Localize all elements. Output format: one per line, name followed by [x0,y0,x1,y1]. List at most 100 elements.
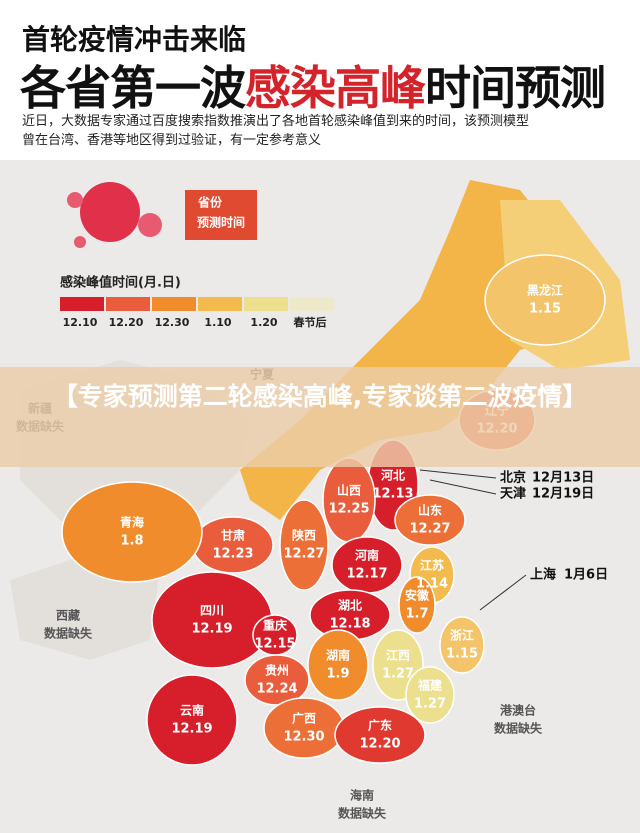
province-date: 12.15 [254,637,295,652]
legend-label: 12.10 [63,316,98,329]
province [334,706,426,764]
province-date: 12.19 [191,622,232,637]
province [263,697,345,759]
legend-swatch [198,297,242,311]
key-label: 预测时间 [197,215,245,230]
legend-swatch [60,297,104,311]
province-name: 陕西 [292,528,316,543]
province-name: 河南 [354,548,379,563]
province [322,457,376,543]
province [146,674,238,766]
province [331,536,403,594]
subtitle-part: 时间预测 [425,61,606,115]
legend: 12.10 12.20 12.30 1.10 1.20 春节后 [60,297,334,329]
province-name: 广东 [368,718,392,733]
key-label: 省份 [197,195,223,210]
description: 近日，大数据专家通过百度搜索指数推演出了各地首轮感染峰值到来的时间，该预测模型曾… [22,112,529,150]
province-name: 四川 [200,604,224,618]
province [151,571,273,669]
callout-date: 1月6日 [564,568,608,583]
province-date: 1.8 [120,534,143,549]
callout-city: 天津 [500,486,526,502]
callout-line [479,574,527,611]
province-name: 安徽 [405,588,430,603]
province [394,494,466,546]
missing-note: 数据缺失 [44,626,93,641]
virus-icon [67,182,162,248]
province-name: 福建 [417,678,443,693]
description-line: 曾在台湾、香港等地区得到过验证，有一定参考意义 [22,133,322,148]
province [439,616,485,674]
province-name: 云南 [180,703,204,718]
province [484,254,606,346]
province-name: 湖南 [326,648,350,663]
legend-swatch [152,297,196,311]
legend-label: 12.20 [109,316,144,329]
missing-note: 数据缺失 [338,806,387,821]
province-date: 12.17 [346,567,387,582]
key-box [185,190,257,240]
legend-label: 1.10 [204,316,231,329]
missing-name: 港澳台 [500,703,536,718]
province-name: 山西 [337,483,361,498]
missing-name: 海南 [350,788,374,803]
callout-line [419,469,497,479]
header: 首轮疫情冲击来临 各省第一波感染高峰时间预测 近日，大数据专家通过百度搜索指数推… [0,0,640,160]
province-name: 江西 [386,648,410,663]
legend-title: 感染峰值时间(月.日) [60,275,181,291]
legend-swatch [290,297,334,311]
province-name: 贵州 [265,663,289,678]
province [405,666,455,724]
callout-line [429,479,497,495]
province-date: 12.27 [409,522,450,537]
callout-date: 12月13日 [532,471,594,486]
province [192,516,274,574]
province-name: 山东 [418,503,442,518]
callout-city: 北京 [500,470,526,486]
province-date: 1.15 [529,302,561,317]
missing-name: 西藏 [56,608,80,623]
title: 首轮疫情冲击来临 [22,23,247,56]
banner: 【专家预测第二轮感染高峰,专家谈第二波疫情】 [0,367,640,467]
province [61,481,203,583]
legend-swatch [106,297,150,311]
province-name: 青海 [120,515,144,530]
subtitle-part: 感染高峰 [245,61,426,115]
province-name: 重庆 [263,618,287,633]
province-name: 河北 [380,468,405,483]
province-date: 12.23 [212,547,253,562]
callout-date: 12月19日 [532,487,594,502]
province-name: 甘肃 [221,528,245,543]
province-date: 1.14 [416,577,448,592]
subtitle: 各省第一波感染高峰时间预测 [20,52,606,118]
province-date: 12.30 [283,730,324,745]
province-date: 12.18 [329,617,370,632]
province [307,629,369,701]
province-date: 1.15 [446,647,478,662]
province-date: 12.20 [359,737,400,752]
province-date: 1.7 [405,607,428,622]
province-date: 12.27 [283,547,324,562]
province-name: 广西 [292,711,316,726]
province-date: 1.27 [414,697,446,712]
province-name: 黑龙江 [527,283,563,298]
description-line: 近日，大数据专家通过百度搜索指数推演出了各地首轮感染峰值到来的时间，该预测模型 [22,114,530,129]
province-date: 12.19 [171,722,212,737]
province-date: 12.24 [256,682,297,697]
province [279,499,329,591]
subtitle-part: 各省第一波 [20,61,246,115]
province-date: 1.9 [326,667,349,682]
province-date: 12.25 [328,502,369,517]
callout-city: 上海 [530,567,556,583]
province-name: 湖北 [338,598,362,613]
missing-note: 数据缺失 [494,721,543,736]
province-date: 12.13 [372,487,413,502]
province [398,576,436,634]
legend-label: 春节后 [294,315,327,329]
province-name: 江苏 [420,558,444,573]
legend-label: 12.30 [155,316,190,329]
legend-swatch [244,297,288,311]
province-date: 1.27 [382,667,414,682]
province-name: 浙江 [450,628,474,643]
